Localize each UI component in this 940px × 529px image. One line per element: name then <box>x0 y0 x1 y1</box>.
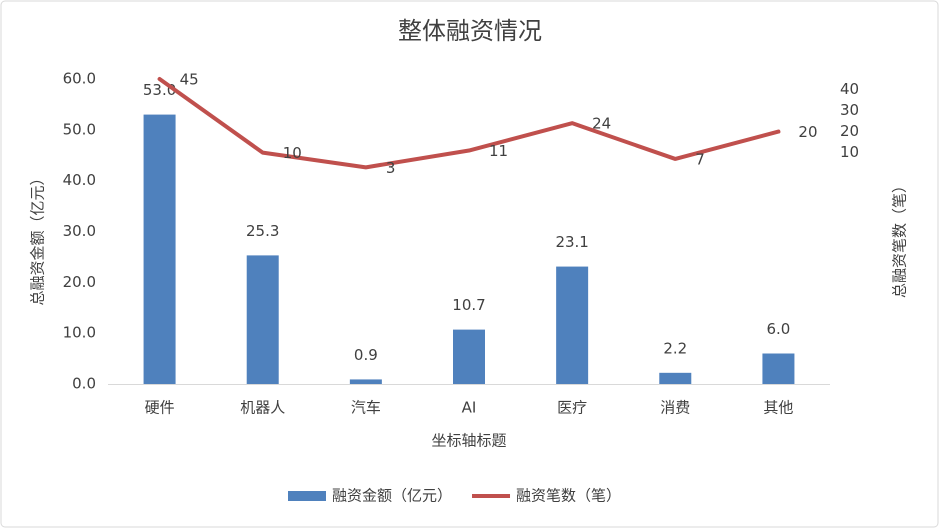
data-label: 10.7 <box>452 296 485 314</box>
legend-label: 融资笔数（笔） <box>516 487 621 505</box>
data-label: 53.0 <box>143 81 176 99</box>
y-tick-label: 30.0 <box>63 222 96 240</box>
y-tick-label: 40.0 <box>63 171 96 189</box>
bar <box>246 255 279 384</box>
x-tick-label: 医疗 <box>557 399 587 417</box>
x-tick-label: 消费 <box>660 399 690 417</box>
data-label: 6.0 <box>766 320 790 338</box>
x-tick-label: 汽车 <box>351 399 381 417</box>
x-tick-label: 机器人 <box>240 399 285 417</box>
bar <box>349 379 382 384</box>
x-tick-label: 硬件 <box>145 399 175 417</box>
data-label: 24 <box>592 115 611 133</box>
legend-label: 融资金额（亿元） <box>332 487 452 505</box>
data-label: 20 <box>798 123 817 141</box>
y2-tick-label: 20 <box>840 122 859 140</box>
bar <box>762 353 795 384</box>
y-tick-label: 20.0 <box>63 273 96 291</box>
y-tick-label: 10.0 <box>63 324 96 342</box>
data-label: 7 <box>695 150 705 168</box>
data-label: 23.1 <box>555 233 588 251</box>
x-tick-label: AI <box>462 399 477 417</box>
y2-tick-label: 40 <box>840 80 859 98</box>
y-tick-label: 0.0 <box>72 375 96 393</box>
x-axis-title: 坐标轴标题 <box>431 432 506 450</box>
bar <box>453 329 485 384</box>
data-label: 25.3 <box>246 222 279 240</box>
y2-tick-label: 30 <box>840 101 859 119</box>
bar <box>659 372 692 384</box>
chart-title: 整体融资情况 <box>398 17 542 45</box>
legend-swatch <box>288 491 326 501</box>
data-label: 10 <box>283 144 302 162</box>
data-label: 0.9 <box>354 346 378 364</box>
y-tick-label: 60.0 <box>63 70 96 88</box>
data-label: 45 <box>180 71 199 89</box>
data-label: 2.2 <box>663 339 687 357</box>
bar <box>143 114 176 384</box>
data-label: 3 <box>386 159 396 177</box>
bar <box>556 266 589 384</box>
y-tick-label: 50.0 <box>63 120 96 138</box>
y-axis-title: 总融资金额（亿元） <box>29 170 47 305</box>
y2-tick-label: 10 <box>840 143 859 161</box>
y2-axis-title: 总融资笔数（笔） <box>891 178 909 298</box>
data-label: 11 <box>489 142 508 160</box>
x-tick-label: 其他 <box>763 399 793 417</box>
line <box>157 77 781 170</box>
